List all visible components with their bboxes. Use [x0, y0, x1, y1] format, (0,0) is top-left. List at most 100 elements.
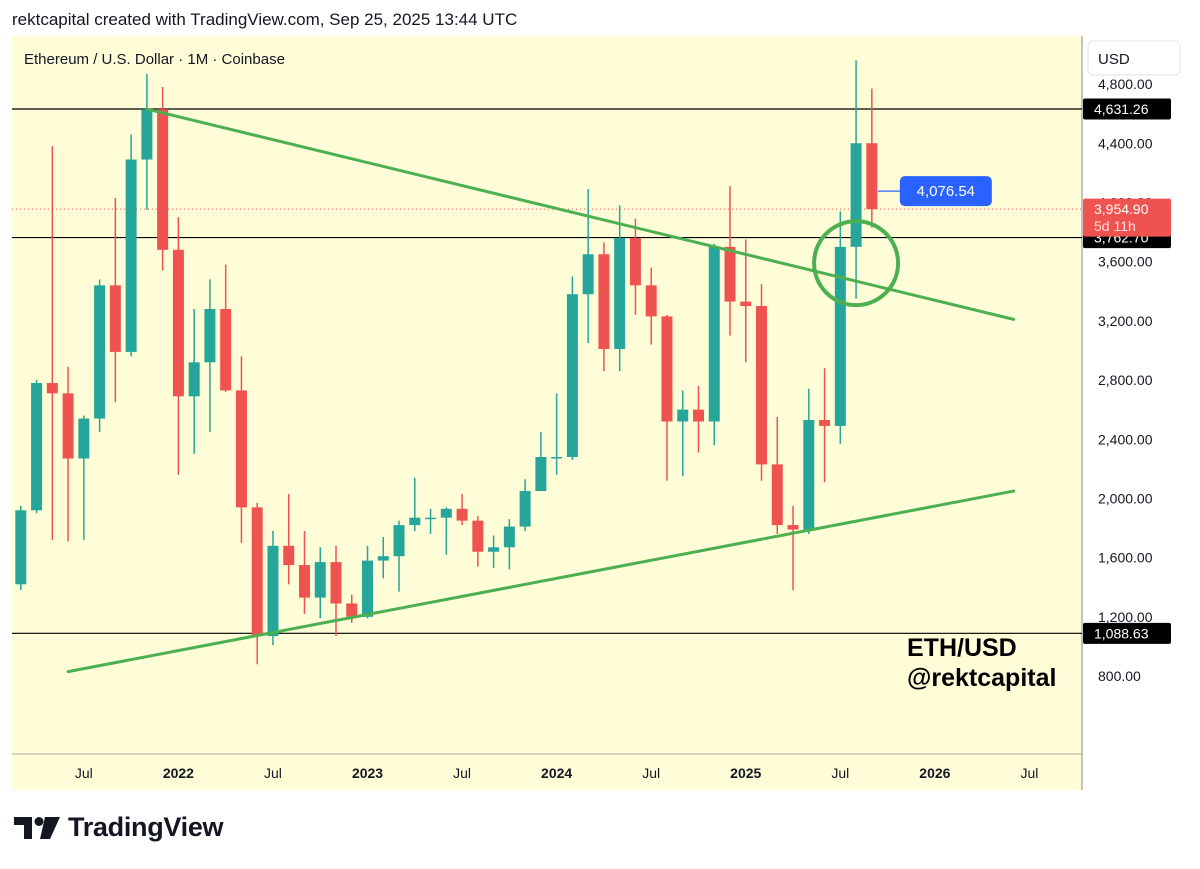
candle-body [78, 418, 90, 459]
time-tick-label: 2025 [730, 765, 761, 781]
candle [172, 217, 184, 475]
level-price-tag [1083, 622, 1171, 644]
candle-body [409, 517, 421, 526]
price-axis-panel [1082, 36, 1190, 790]
time-tick-label: 2022 [163, 765, 194, 781]
candle [251, 502, 263, 665]
candle-body [141, 109, 153, 160]
candle [62, 366, 74, 542]
time-tick-label: Jul [642, 765, 660, 781]
price-tick-label: 2,400.00 [1098, 431, 1153, 447]
candles [15, 60, 878, 665]
candle [535, 431, 547, 492]
level-price-tag [1083, 98, 1171, 120]
candle-body [362, 560, 374, 617]
time-tick-label: 2023 [352, 765, 383, 781]
trendline [145, 107, 1016, 321]
time-tick-label: Jul [831, 765, 849, 781]
price-tick-label: 1,200.00 [1098, 609, 1153, 625]
candle [314, 547, 326, 619]
candle-body [692, 409, 704, 422]
candle [519, 479, 531, 532]
candle-body [756, 306, 768, 465]
price-tick-label: 800.00 [1098, 668, 1141, 684]
candle-body [503, 526, 515, 548]
candle [677, 390, 689, 477]
candle-body [834, 246, 846, 426]
candle-body [708, 246, 720, 422]
candle-body [425, 517, 437, 520]
price-annotation-box [899, 176, 992, 207]
candle-body [661, 316, 673, 422]
candle [724, 186, 736, 336]
candle [629, 218, 641, 315]
price-tick-label: 4,400.00 [1098, 135, 1153, 151]
candle-body [267, 545, 279, 637]
candle [94, 279, 106, 432]
candle-body [188, 362, 200, 397]
candle-body [204, 309, 216, 363]
candle-body [94, 285, 106, 419]
candle-body [771, 464, 783, 526]
price-tick-label: 3,600.00 [1098, 254, 1153, 270]
candle-body [488, 547, 500, 552]
candle-body [566, 294, 578, 458]
candle-body [819, 420, 831, 426]
price-chart[interactable]: Ethereum / U.S. Dollar · 1M · Coinbase U… [12, 36, 1190, 790]
symbol-title: Ethereum / U.S. Dollar · 1M · Coinbase [24, 51, 285, 68]
horizontal-levels [12, 108, 1082, 634]
time-tick-label: 2026 [919, 765, 950, 781]
candle-body [31, 383, 43, 511]
candle-body [582, 254, 594, 295]
candle [109, 198, 121, 403]
candle [866, 88, 878, 228]
time-tick-label: Jul [264, 765, 282, 781]
candle [787, 505, 799, 591]
candle [834, 211, 846, 444]
candle [614, 205, 626, 372]
candle [598, 242, 610, 372]
candle-body [109, 285, 121, 352]
watermark-line-2: @rektcapital [907, 664, 1056, 692]
time-tick-label: Jul [1020, 765, 1038, 781]
currency-label: USD [1098, 51, 1130, 68]
candle [850, 60, 862, 299]
candle-body [440, 508, 452, 518]
highlight-circle [812, 219, 901, 308]
candle-body [740, 301, 752, 307]
candle-body [551, 457, 563, 459]
candle-body [519, 491, 531, 527]
candle-body [535, 457, 547, 492]
candle-body [125, 159, 137, 352]
candle-body [393, 525, 405, 557]
candle-countdown-text: 5d 11h [1094, 218, 1136, 234]
candle-body [598, 254, 610, 349]
candle-body [377, 556, 389, 561]
candle-body [346, 603, 358, 617]
price-annotation-text: 4,076.54 [917, 183, 975, 200]
candle [425, 508, 437, 534]
candle [393, 520, 405, 592]
chart-header-title: rektcapital created with TradingView.com… [12, 10, 518, 29]
price-tick-label: 2,800.00 [1098, 372, 1153, 388]
watermark-line-1: ETH/USD [907, 634, 1017, 662]
currency-button[interactable] [1087, 40, 1181, 76]
candle-body [314, 562, 326, 598]
candle-body [645, 285, 657, 317]
candle-body [283, 545, 295, 566]
candle [645, 267, 657, 345]
candle-body [157, 109, 169, 250]
trendlines [66, 107, 1016, 674]
candle-body [850, 143, 862, 247]
candle [551, 393, 563, 475]
candle [235, 356, 247, 543]
candle [488, 535, 500, 569]
candle [771, 417, 783, 534]
chart-container[interactable]: Ethereum / U.S. Dollar · 1M · Coinbase U… [12, 36, 1190, 790]
candle-body [235, 390, 247, 508]
time-axis-panel [12, 754, 1082, 790]
candle-body [803, 420, 815, 530]
candle [15, 505, 27, 591]
time-axis-ticks: Jul 2022 Jul 2023 Jul 2024 Jul 2025 Jul 2026 Jul [75, 765, 1039, 781]
candle-body [787, 525, 799, 530]
